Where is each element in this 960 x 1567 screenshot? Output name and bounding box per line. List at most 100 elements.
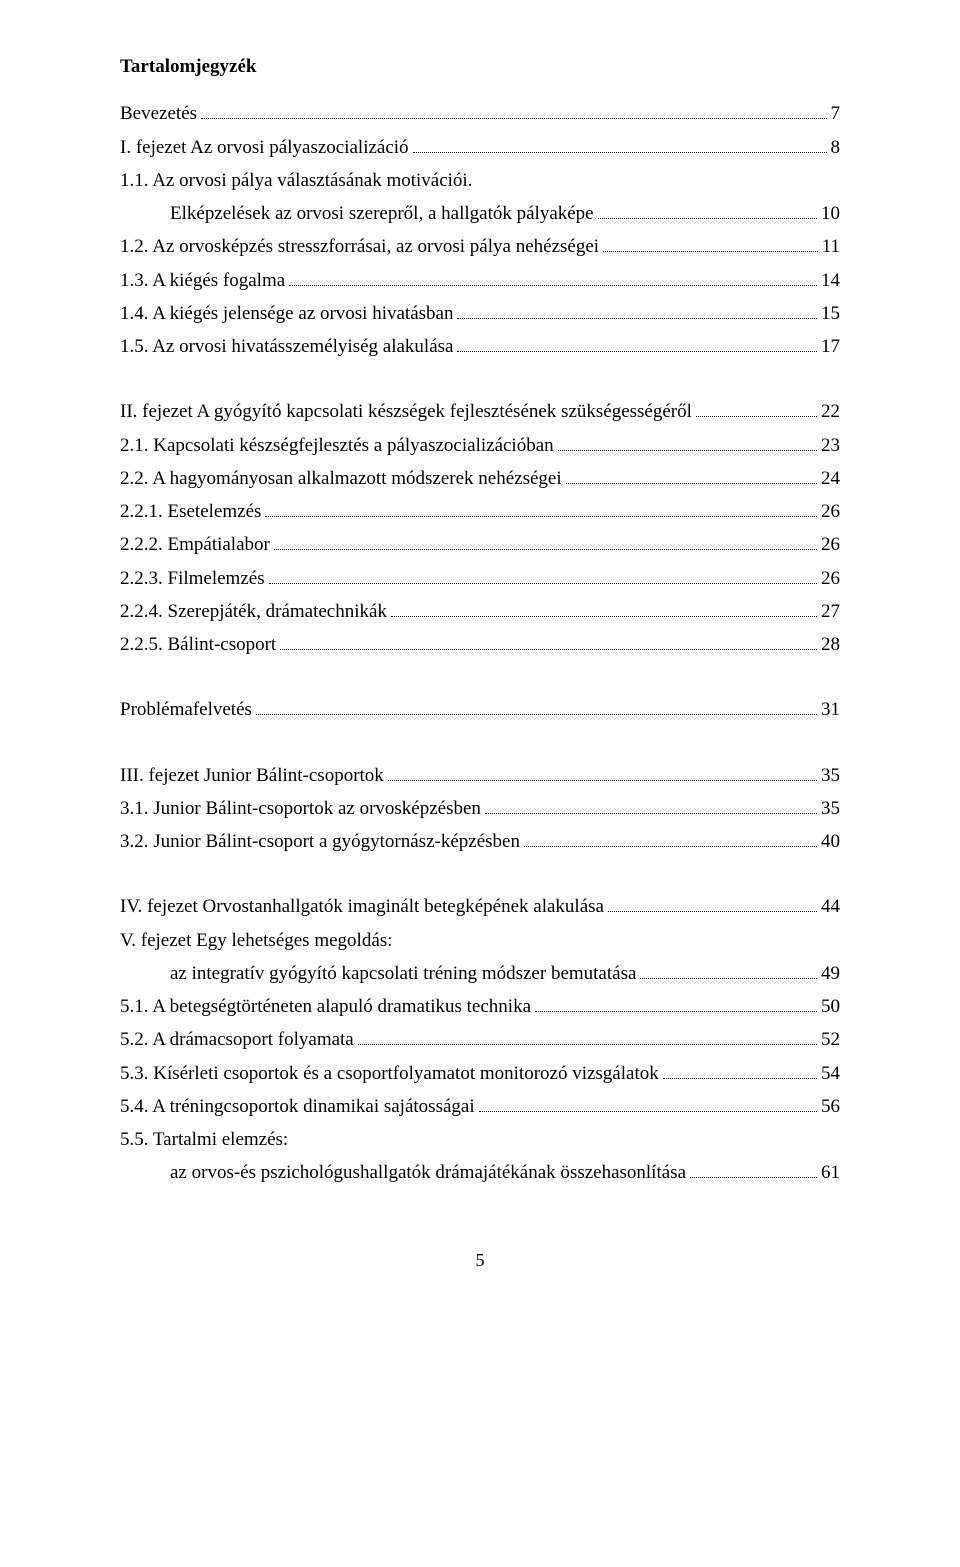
toc-entry-page: 35 (821, 759, 840, 792)
toc-entry-label: 1.5. Az orvosi hivatásszemélyiség alakul… (120, 330, 453, 363)
toc-leader-dots (388, 762, 817, 780)
toc-title: Tartalomjegyzék (120, 50, 840, 83)
toc-entry-label: 2.2.5. Bálint-csoport (120, 628, 276, 661)
toc-entry: 1.4. A kiégés jelensége az orvosi hivatá… (120, 297, 840, 330)
toc-entry: az integratív gyógyító kapcsolati trénin… (120, 957, 840, 990)
toc-entry-label: I. fejezet Az orvosi pályaszocializáció (120, 131, 409, 164)
toc-entry-page: 56 (821, 1090, 840, 1123)
toc-entry-page: 26 (821, 495, 840, 528)
toc-leader-dots (289, 267, 817, 285)
toc-entry-label: IV. fejezet Orvostanhallgatók imaginált … (120, 890, 604, 923)
toc-entry-label: 2.2.4. Szerepjáték, drámatechnikák (120, 595, 387, 628)
toc-leader-dots (358, 1027, 817, 1045)
toc-entry: 5.2. A drámacsoport folyamata 52 (120, 1023, 840, 1056)
toc-leader-dots (524, 829, 817, 847)
toc-entry-page: 27 (821, 595, 840, 628)
toc-entry-page: 26 (821, 528, 840, 561)
toc-entry-page: 23 (821, 429, 840, 462)
toc-leader-dots (479, 1094, 817, 1112)
toc-leader-dots (391, 599, 817, 617)
toc-entry: Elképzelések az orvosi szerepről, a hall… (120, 197, 840, 230)
toc-entry: 2.2.3. Filmelemzés 26 (120, 562, 840, 595)
toc-entry-page: 15 (821, 297, 840, 330)
toc-entry-label: 5.2. A drámacsoport folyamata (120, 1023, 354, 1056)
toc-entry-page: 49 (821, 957, 840, 990)
toc-entry-page: 11 (822, 230, 840, 263)
toc-entry-label: 2.2.2. Empátialabor (120, 528, 270, 561)
toc-leader-dots (457, 301, 817, 319)
toc-entry-label: Bevezetés (120, 97, 197, 130)
toc-entry-label: 5.5. Tartalmi elemzés: (120, 1123, 288, 1156)
toc-entry: 1.5. Az orvosi hivatásszemélyiség alakul… (120, 330, 840, 363)
toc-entry-label: 2.2. A hagyományosan alkalmazott módszer… (120, 462, 562, 495)
toc-leader-dots (598, 201, 817, 219)
toc-entry-label: 5.1. A betegségtörténeten alapuló dramat… (120, 990, 531, 1023)
toc-leader-dots (265, 499, 817, 517)
toc-entry: 2.1. Kapcsolati készségfejlesztés a pály… (120, 429, 840, 462)
toc-entry-label: III. fejezet Junior Bálint-csoportok (120, 759, 384, 792)
toc-entry-page: 50 (821, 990, 840, 1023)
toc-leader-dots (457, 334, 817, 352)
toc-entry: 5.1. A betegségtörténeten alapuló dramat… (120, 990, 840, 1023)
toc-entry: V. fejezet Egy lehetséges megoldás: (120, 924, 840, 957)
toc-leader-dots (640, 961, 817, 979)
toc-entry-page: 14 (821, 264, 840, 297)
toc-leader-dots (535, 994, 817, 1012)
toc-entry: 1.2. Az orvosképzés stresszforrásai, az … (120, 230, 840, 263)
toc-entry: 2.2.4. Szerepjáték, drámatechnikák 27 (120, 595, 840, 628)
toc-entry-label: 1.3. A kiégés fogalma (120, 264, 285, 297)
toc-entry-page: 52 (821, 1023, 840, 1056)
toc-leader-dots (413, 134, 827, 152)
toc-entry-label: 1.2. Az orvosképzés stresszforrásai, az … (120, 230, 599, 263)
toc-entry: 1.1. Az orvosi pálya választásának motiv… (120, 164, 840, 197)
toc-entry: 3.1. Junior Bálint-csoportok az orvoskép… (120, 792, 840, 825)
toc-leader-dots (201, 101, 826, 119)
toc-entry: 3.2. Junior Bálint-csoport a gyógytornás… (120, 825, 840, 858)
toc-entry-label: az integratív gyógyító kapcsolati trénin… (170, 957, 636, 990)
toc-entry: 5.4. A tréningcsoportok dinamikai sajáto… (120, 1090, 840, 1123)
page-number: 5 (120, 1245, 840, 1277)
toc-leader-dots (280, 632, 817, 650)
toc-list: Bevezetés7I. fejezet Az orvosi pályaszoc… (120, 97, 840, 1189)
toc-entry-page: 8 (831, 131, 841, 164)
toc-leader-dots (274, 532, 817, 550)
toc-entry-page: 61 (821, 1156, 840, 1189)
toc-entry-page: 40 (821, 825, 840, 858)
toc-entry: IV. fejezet Orvostanhallgatók imaginált … (120, 890, 840, 923)
toc-entry-page: 10 (821, 197, 840, 230)
toc-entry-page: 28 (821, 628, 840, 661)
toc-entry-label: 3.1. Junior Bálint-csoportok az orvoskép… (120, 792, 481, 825)
toc-entry: 2.2.5. Bálint-csoport 28 (120, 628, 840, 661)
toc-entry-label: II. fejezet A gyógyító kapcsolati készsé… (120, 395, 692, 428)
toc-entry-page: 26 (821, 562, 840, 595)
toc-entry-label: az orvos-és pszichológushallgatók drámaj… (170, 1156, 686, 1189)
toc-entry-label: 1.1. Az orvosi pálya választásának motiv… (120, 164, 472, 197)
toc-entry: az orvos-és pszichológushallgatók drámaj… (120, 1156, 840, 1189)
toc-entry-page: 35 (821, 792, 840, 825)
document-page: Tartalomjegyzék Bevezetés7I. fejezet Az … (60, 0, 900, 1306)
toc-leader-dots (566, 466, 817, 484)
toc-entry-label: 2.2.3. Filmelemzés (120, 562, 265, 595)
toc-entry-page: 44 (821, 890, 840, 923)
toc-leader-dots (690, 1160, 817, 1178)
toc-entry-label: 3.2. Junior Bálint-csoport a gyógytornás… (120, 825, 520, 858)
toc-leader-dots (485, 796, 817, 814)
toc-entry-page: 31 (821, 693, 840, 726)
toc-entry-page: 7 (831, 97, 841, 130)
toc-entry: 2.2. A hagyományosan alkalmazott módszer… (120, 462, 840, 495)
toc-entry: 5.3. Kísérleti csoportok és a csoportfol… (120, 1057, 840, 1090)
toc-entry: 2.2.2. Empátialabor 26 (120, 528, 840, 561)
toc-entry: III. fejezet Junior Bálint-csoportok 35 (120, 759, 840, 792)
toc-entry-page: 22 (821, 395, 840, 428)
toc-entry-page: 17 (821, 330, 840, 363)
toc-leader-dots (558, 432, 817, 450)
toc-entry-label: 2.1. Kapcsolati készségfejlesztés a pály… (120, 429, 554, 462)
toc-entry: 1.3. A kiégés fogalma 14 (120, 264, 840, 297)
toc-leader-dots (256, 697, 817, 715)
toc-leader-dots (269, 565, 817, 583)
toc-leader-dots (608, 894, 817, 912)
toc-entry: I. fejezet Az orvosi pályaszocializáció 8 (120, 131, 840, 164)
toc-entry-page: 54 (821, 1057, 840, 1090)
toc-leader-dots (603, 234, 818, 252)
toc-entry-page: 24 (821, 462, 840, 495)
